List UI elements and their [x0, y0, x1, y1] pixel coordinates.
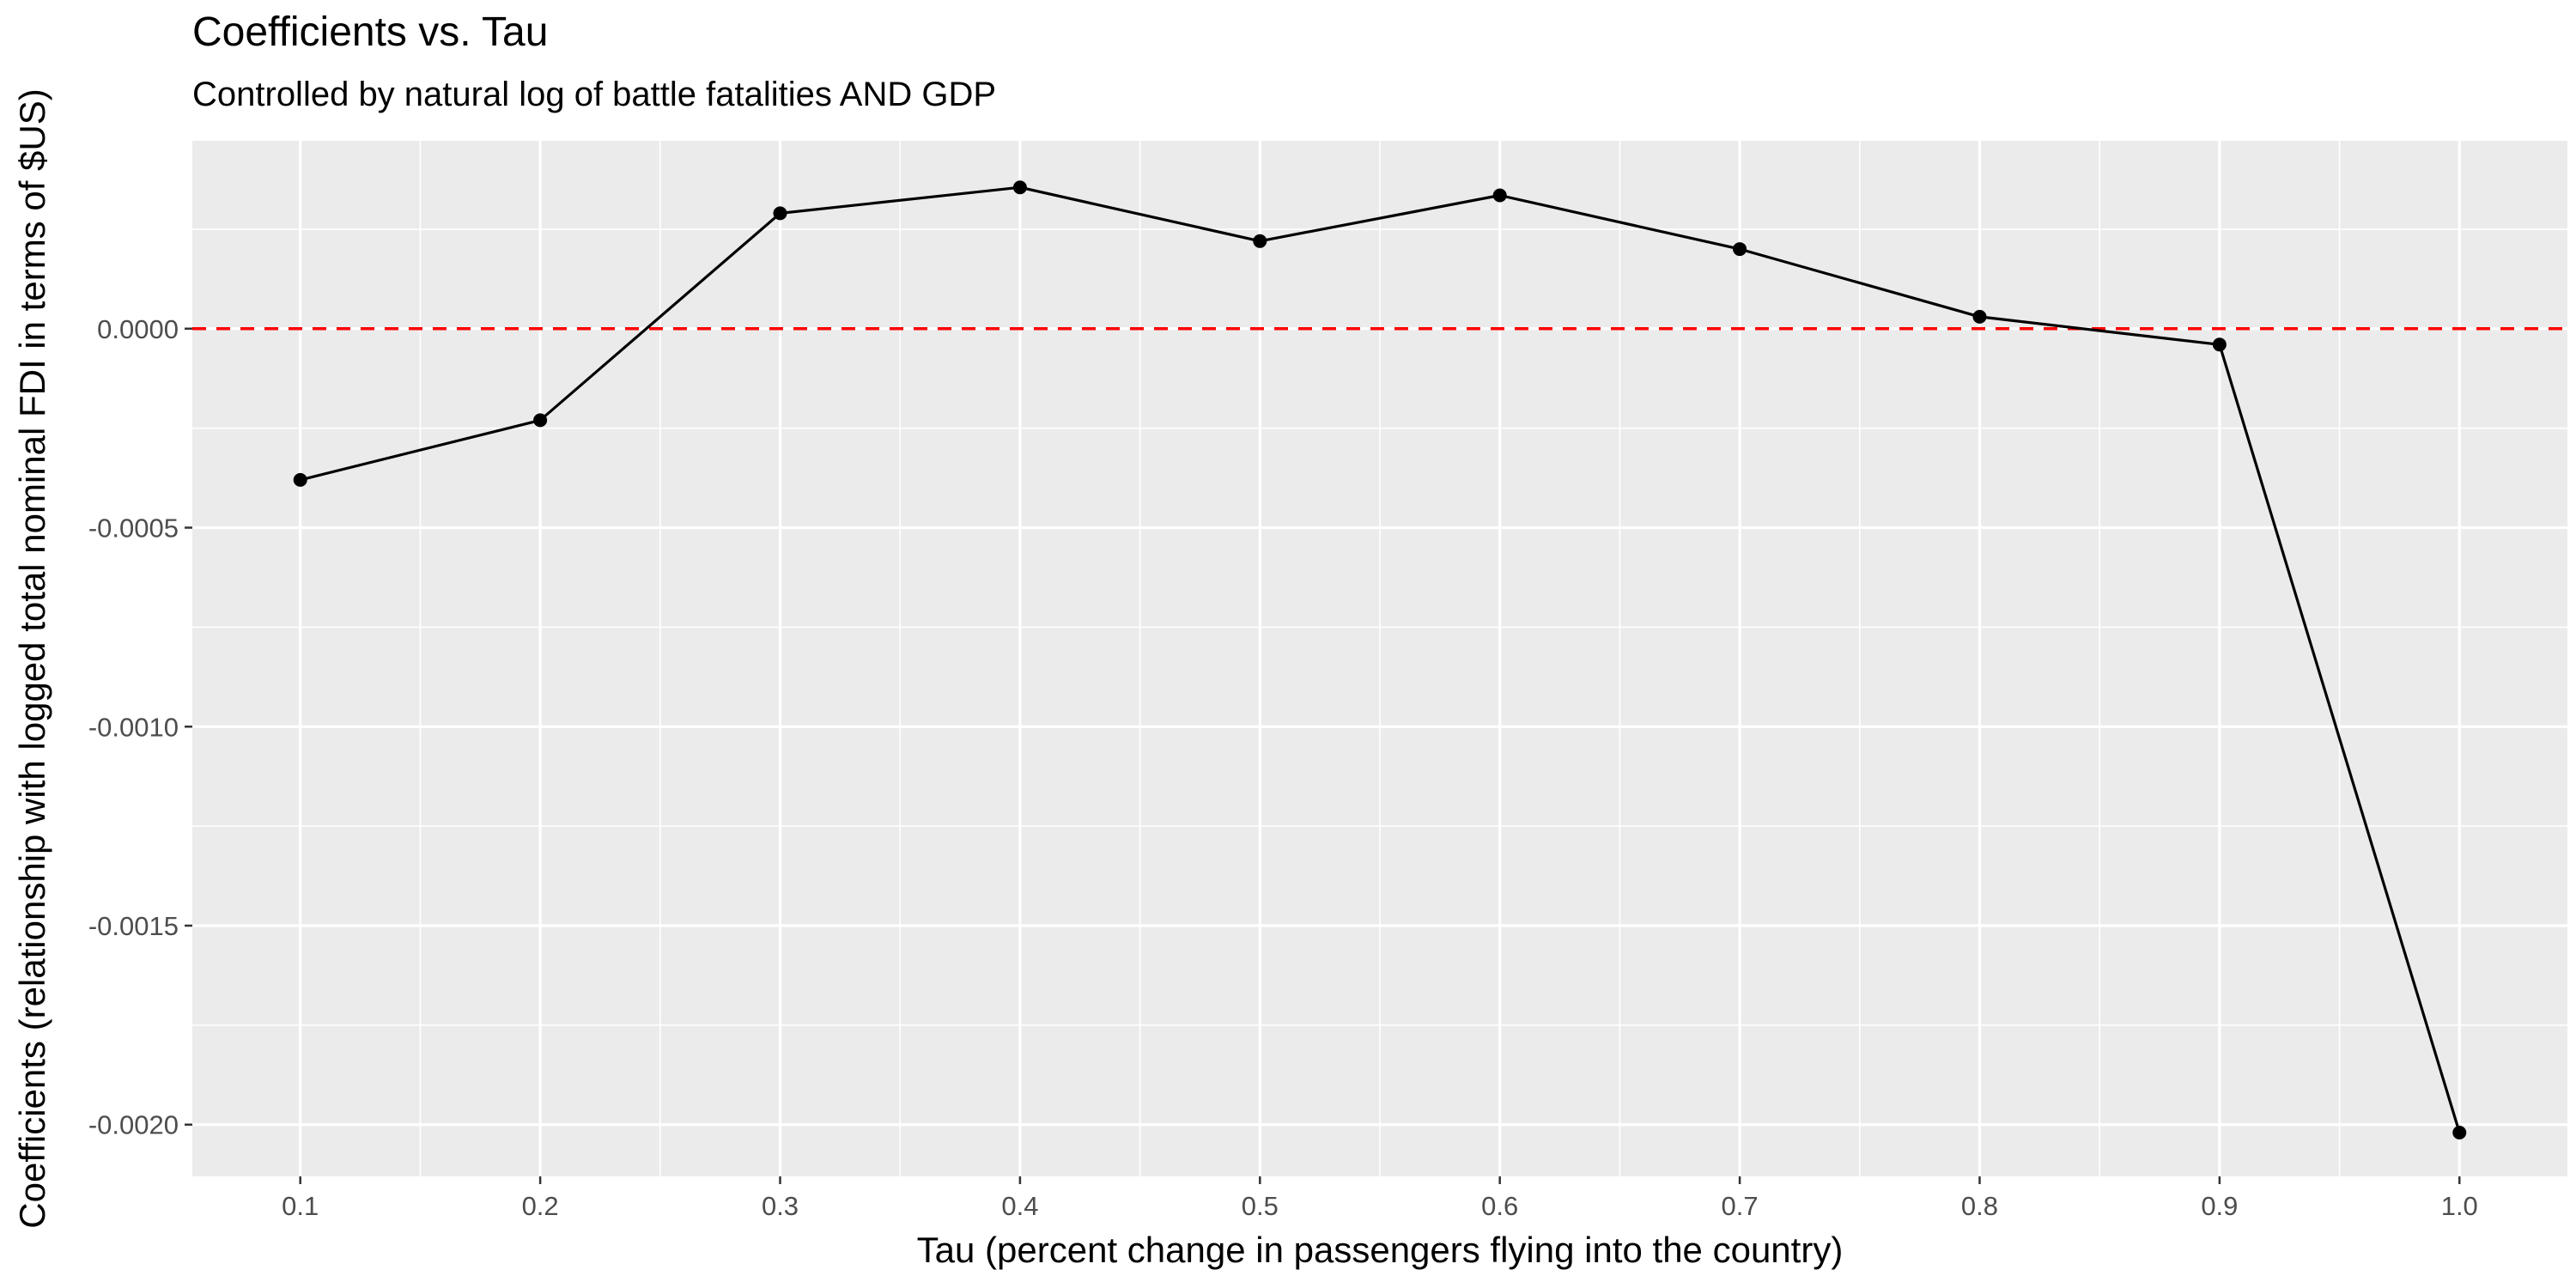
x-tick-label: 0.2 [522, 1191, 559, 1221]
y-axis-ticks: 0.0000 -0.0005 -0.0010 -0.0015 -0.0020 [88, 314, 192, 1140]
data-point [773, 206, 787, 221]
x-tick-label: 0.3 [762, 1191, 799, 1221]
x-axis-title: Tau (percent change in passengers flying… [917, 1230, 1844, 1270]
data-point [1492, 188, 1507, 203]
x-tick-label: 0.6 [1481, 1191, 1518, 1221]
data-point [2452, 1126, 2467, 1140]
data-point [293, 472, 307, 487]
x-tick-label: 0.1 [282, 1191, 319, 1221]
y-tick-label: -0.0015 [88, 911, 179, 941]
x-tick-label: 0.4 [1001, 1191, 1038, 1221]
grid-minor [192, 141, 2567, 1176]
data-points [293, 180, 2467, 1140]
x-tick-label: 1.0 [2441, 1191, 2478, 1221]
x-axis-ticks: 0.1 0.2 0.3 0.4 0.5 0.6 0.7 0.8 0.9 1.0 [282, 1176, 2478, 1221]
data-point [533, 413, 548, 428]
data-point [1253, 234, 1267, 248]
data-point [1012, 180, 1027, 195]
y-axis-title: Coefficients (relationship with logged t… [12, 88, 52, 1229]
chart-title: Coefficients vs. Tau [192, 9, 549, 55]
chart-subtitle: Controlled by natural log of battle fata… [192, 76, 997, 113]
x-tick-label: 0.9 [2201, 1191, 2238, 1221]
series-line [300, 185, 2461, 1133]
data-point [1733, 242, 1747, 257]
data-point [1972, 309, 1987, 324]
y-tick-label: -0.0020 [88, 1110, 179, 1140]
y-tick-label: -0.0010 [88, 712, 179, 742]
x-tick-label: 0.5 [1242, 1191, 1279, 1221]
y-tick-label: -0.0005 [88, 513, 179, 544]
x-tick-label: 0.7 [1722, 1191, 1759, 1221]
x-tick-label: 0.8 [1961, 1191, 1998, 1221]
data-point [2212, 337, 2227, 352]
y-tick-label: 0.0000 [97, 314, 179, 344]
